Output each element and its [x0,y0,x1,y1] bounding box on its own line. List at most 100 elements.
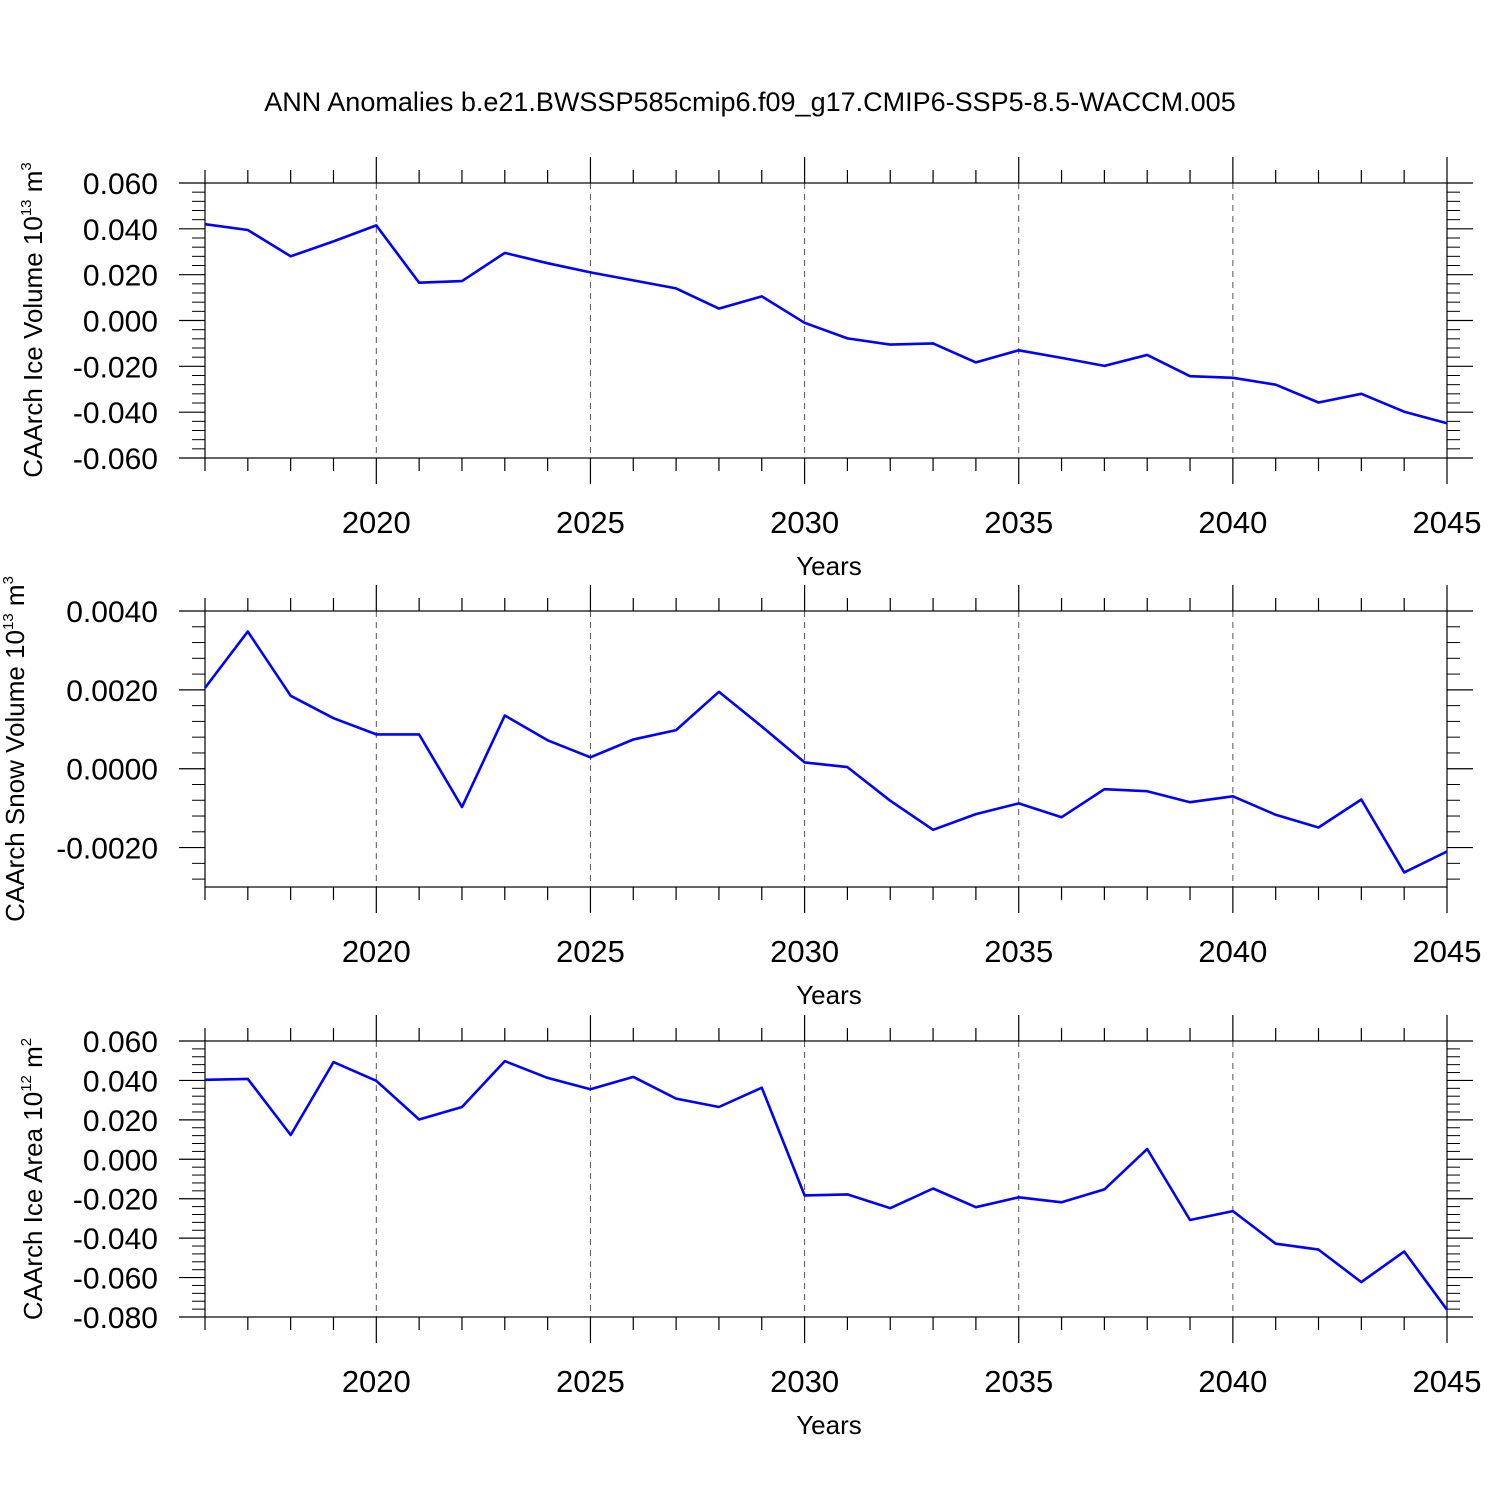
data-point [1231,794,1235,798]
x-tick-label: 2020 [342,505,411,540]
data-point [1445,421,1449,425]
plot-frame [204,610,1448,888]
data-point [588,270,592,274]
data-point [845,1192,849,1196]
data-point [1017,1195,1021,1199]
data-point [374,1079,378,1083]
data-point [1231,376,1235,380]
data-point [1188,1218,1192,1222]
data-point [1402,1250,1406,1254]
x-tick-label: 2035 [984,934,1053,969]
data-point [1317,401,1321,405]
data-point [331,716,335,720]
data-point [246,630,250,634]
x-axis-label: Years [796,551,862,581]
y-tick-label: 0.020 [83,1105,158,1138]
series-line [204,222,1448,425]
data-point [760,1086,764,1090]
x-tick-label: 2025 [556,934,625,969]
data-point [674,286,678,290]
data-point [1188,800,1192,804]
data-point [1017,348,1021,352]
data-point [717,1105,721,1109]
data-point [546,1076,550,1080]
y-tick-label: 0.040 [83,1065,158,1098]
data-point [503,251,507,255]
data-point [1317,1248,1321,1252]
data-point [1274,813,1278,817]
data-point [803,1193,807,1197]
y-tick-label: 0.000 [83,306,158,339]
data-point [246,1077,250,1081]
y-tick-label: -0.040 [73,397,158,430]
x-tick-label: 2045 [1413,934,1482,969]
y-axis-label-unit: m [18,171,48,200]
data-point [803,321,807,325]
data-point [1231,1209,1235,1213]
y-axis-label-unit-exponent: 3 [0,576,17,584]
y-axis-label-unit-exponent: 3 [18,162,35,170]
data-point [203,222,207,226]
y-axis-label-unit-exponent: 2 [18,1038,35,1046]
y-tick-label: 0.000 [83,1144,158,1177]
y-axis-label-unit: m [18,1046,48,1075]
y-tick-label: 0.0020 [66,675,158,708]
data-point [1102,1187,1106,1191]
y-tick-label: 0.060 [83,1026,158,1059]
data-point [1359,797,1363,801]
data-point [631,1075,635,1079]
data-point [1145,789,1149,793]
data-point [1317,825,1321,829]
data-point [845,765,849,769]
data-point [1359,392,1363,396]
x-tick-label: 2020 [342,1364,411,1399]
data-point [460,1105,464,1109]
y-axis-label: CAArch Snow Volume 1013 m3 [0,576,30,922]
y-tick-label: -0.040 [73,1223,158,1256]
y-tick-label: -0.020 [73,1184,158,1217]
x-tick-label: 2020 [342,934,411,969]
y-tick-label: -0.080 [73,1302,158,1335]
data-point [1060,815,1064,819]
x-tick-label: 2040 [1198,505,1267,540]
data-point [674,728,678,732]
data-point [546,738,550,742]
data-point [289,254,293,258]
data-point [203,686,207,690]
data-point [888,799,892,803]
y-axis-label-main: CAArch Ice Area 10 [18,1092,48,1320]
x-tick-label: 2030 [770,505,839,540]
x-tick-label: 2035 [984,1364,1053,1399]
data-point [931,1186,935,1190]
data-point [974,812,978,816]
series-line [203,630,1448,874]
data-point [546,261,550,265]
data-point [1445,850,1449,854]
data-point [845,336,849,340]
y-axis-label-exponent: 13 [0,613,17,630]
data-point [417,732,421,736]
data-point [203,1078,207,1082]
plot-frame [204,182,1448,459]
data-point [503,713,507,717]
data-point [888,1206,892,1210]
y-tick-label: 0.060 [83,168,158,201]
panel-2: 2020 2025 2030 2035 2040 2045 Years -0.0020 0.00… [0,576,1481,1010]
x-tick-label: 2045 [1413,505,1482,540]
x-tick-label: 2025 [556,505,625,540]
y-axis-label-exponent: 12 [18,1075,35,1092]
data-point [1274,1242,1278,1246]
panels: 2020 2025 2030 2035 2040 2045 Years -0.060 -0.04… [0,157,1481,1440]
data-point [1188,374,1192,378]
y-tick-label: -0.060 [73,1263,158,1296]
y-tick-label: -0.0020 [56,833,158,866]
x-tick-label: 2030 [770,934,839,969]
data-point [246,228,250,232]
data-point [931,828,935,832]
data-point [760,725,764,729]
data-point [1060,1200,1064,1204]
y-axis-label-main: CAArch Snow Volume 10 [0,630,30,922]
x-tick-label: 2040 [1198,934,1267,969]
x-tick-label: 2025 [556,1364,625,1399]
data-point [717,690,721,694]
